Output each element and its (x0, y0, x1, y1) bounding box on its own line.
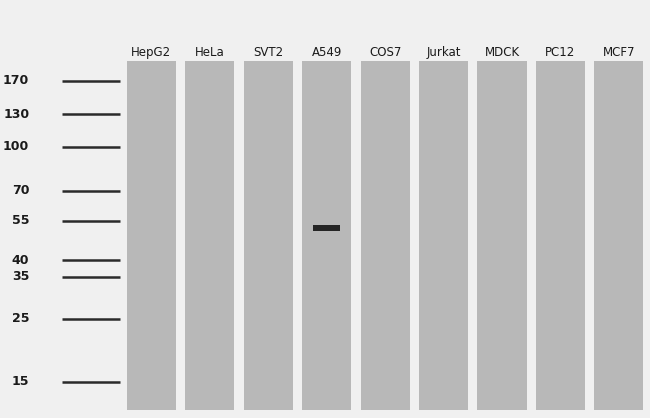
Text: PC12: PC12 (545, 46, 576, 59)
Text: 15: 15 (12, 375, 29, 388)
Text: MDCK: MDCK (484, 46, 519, 59)
Bar (127, 61, 176, 410)
Text: SVT2: SVT2 (253, 46, 283, 59)
Bar (419, 61, 468, 410)
Bar (244, 61, 292, 410)
Text: COS7: COS7 (369, 46, 401, 59)
Text: A549: A549 (311, 46, 342, 59)
Bar (185, 61, 235, 410)
Bar (536, 61, 585, 410)
Bar (594, 61, 644, 410)
Bar (478, 61, 526, 410)
Text: 25: 25 (12, 312, 29, 325)
Text: HeLa: HeLa (195, 46, 225, 59)
Text: 170: 170 (3, 74, 29, 87)
Bar (302, 61, 351, 410)
Text: 130: 130 (3, 107, 29, 120)
Text: 35: 35 (12, 270, 29, 283)
Text: 70: 70 (12, 184, 29, 197)
Bar (313, 225, 340, 231)
Text: 40: 40 (12, 254, 29, 267)
Text: Jurkat: Jurkat (426, 46, 461, 59)
Bar (127, 61, 644, 410)
Bar (361, 61, 410, 410)
Text: 55: 55 (12, 214, 29, 227)
Text: 100: 100 (3, 140, 29, 153)
Text: HepG2: HepG2 (131, 46, 172, 59)
Text: MCF7: MCF7 (603, 46, 635, 59)
